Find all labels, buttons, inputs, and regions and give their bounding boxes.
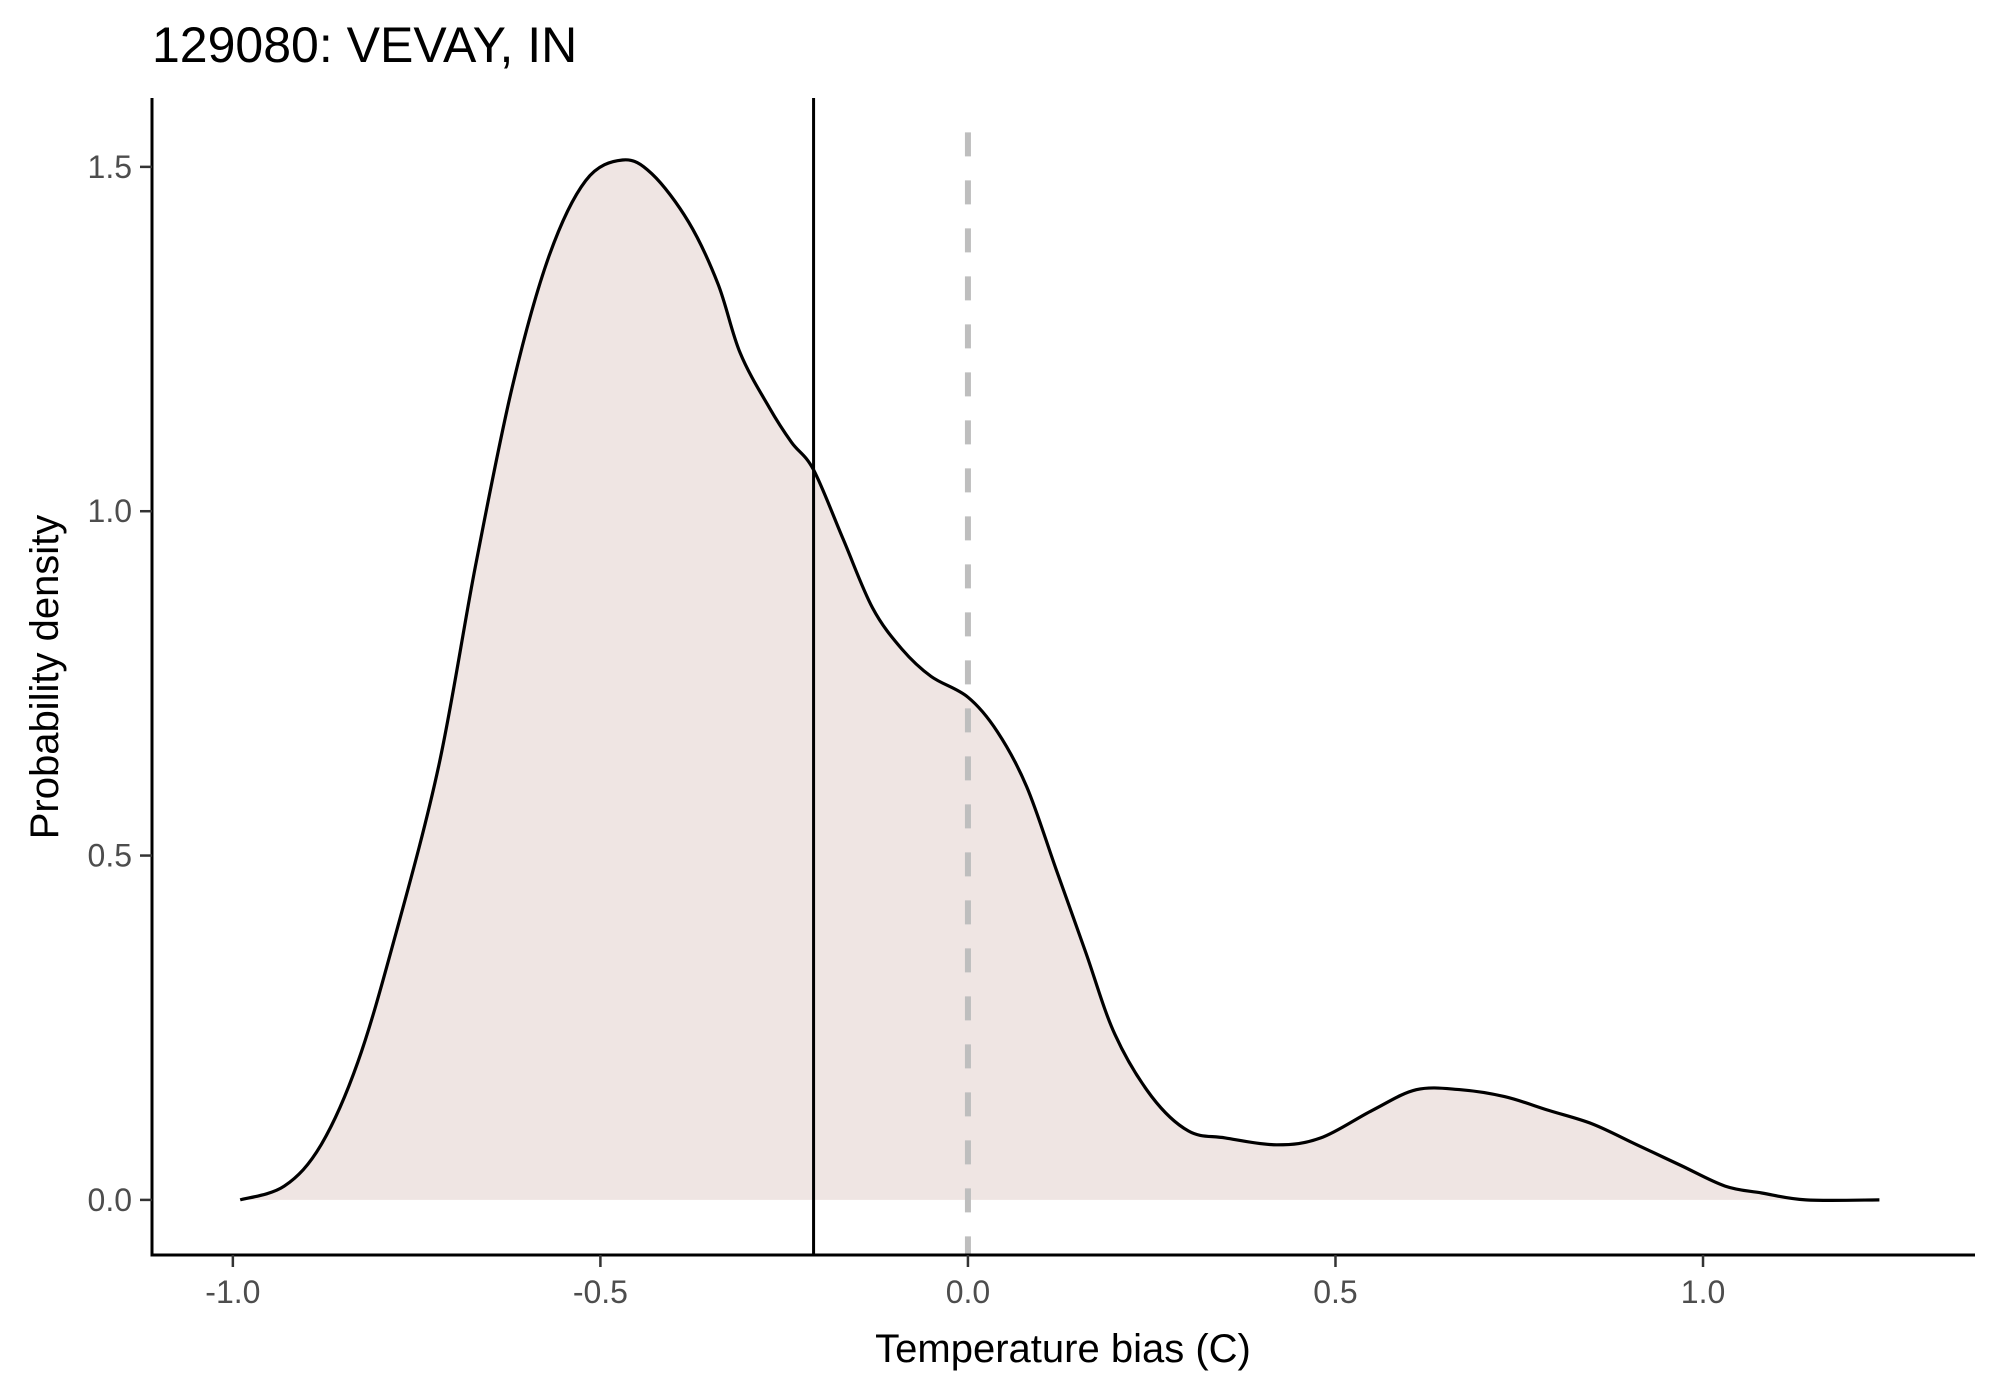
y-tick-label: 1.5 <box>88 149 132 185</box>
chart-title: 129080: VEVAY, IN <box>152 17 577 73</box>
y-tick-label: 0.0 <box>88 1182 132 1218</box>
x-axis-title: Temperature bias (C) <box>875 1327 1251 1371</box>
plot-area: -1.0 -0.5 0.0 0.5 1.0 0.0 0.5 1.0 1.5 <box>88 98 1975 1310</box>
y-axis-title: Probability density <box>23 515 67 840</box>
x-tick-label: -0.5 <box>573 1274 628 1310</box>
x-tick-label: 0.0 <box>946 1274 990 1310</box>
y-tick-label: 0.5 <box>88 838 132 874</box>
x-tick-label: 0.5 <box>1313 1274 1357 1310</box>
density-line <box>239 158 1880 1203</box>
x-tick-label: 1.0 <box>1681 1274 1725 1310</box>
x-tick-label: -1.0 <box>205 1274 260 1310</box>
y-tick-label: 1.0 <box>88 493 132 529</box>
density-area <box>240 159 1880 1201</box>
